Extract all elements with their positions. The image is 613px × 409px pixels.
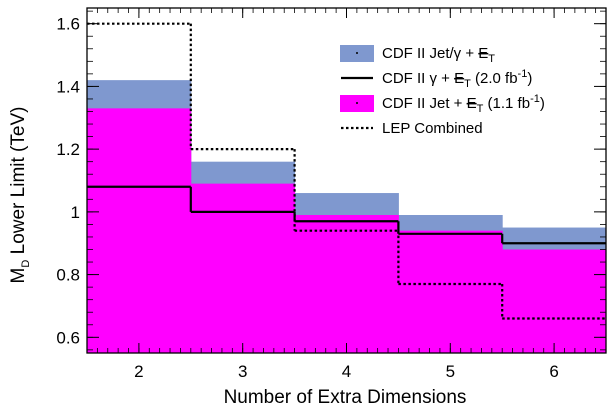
x-tick-label: 4 (342, 362, 351, 381)
x-tick-label: 6 (549, 362, 558, 381)
y-axis-title: MD Lower Limit (TeV) (8, 107, 32, 284)
axis-ticks: 2 3 4 5 6 0.6 0.8 1 1.2 1.4 1.6 (56, 8, 607, 381)
bar-jet-d3 (190, 183, 296, 353)
bar-jet-d4 (294, 215, 399, 353)
y-tick-label: 1.4 (56, 77, 80, 96)
y-tick-label: 0.8 (56, 266, 80, 285)
legend-label-3: LEP Combined (382, 120, 483, 137)
legend-label-0: CDF II Jet/γ + ET (382, 45, 495, 65)
bar-jet-d2 (87, 108, 192, 353)
y-tick-label: 1.2 (56, 140, 80, 159)
bar-jet-d6 (502, 249, 606, 353)
y-tick-label: 1 (71, 203, 80, 222)
plot-content (87, 22, 606, 353)
legend-swatch-dot-2 (356, 102, 358, 104)
x-tick-label: 2 (134, 362, 143, 381)
plot-area (87, 22, 606, 353)
x-tick-label: 5 (446, 362, 455, 381)
legend-label-2: CDF II Jet + ET (1.1 fb-1) (382, 93, 545, 115)
legend-swatch-dot-0 (356, 52, 358, 54)
legend-label-1: CDF II γ + ET (2.0 fb-1) (382, 68, 532, 90)
y-tick-label: 0.6 (56, 328, 80, 347)
x-axis-title: Number of Extra Dimensions (224, 387, 467, 408)
legend: CDF II Jet/γ + ET CDF II γ + ET (2.0 fb-1… (340, 45, 545, 137)
x-tick-label: 3 (238, 362, 247, 381)
y-tick-label: 1.6 (56, 15, 80, 34)
axis-labels: Number of Extra Dimensions MD Lower Limi… (8, 107, 466, 408)
bar-jet-d5 (398, 230, 503, 353)
